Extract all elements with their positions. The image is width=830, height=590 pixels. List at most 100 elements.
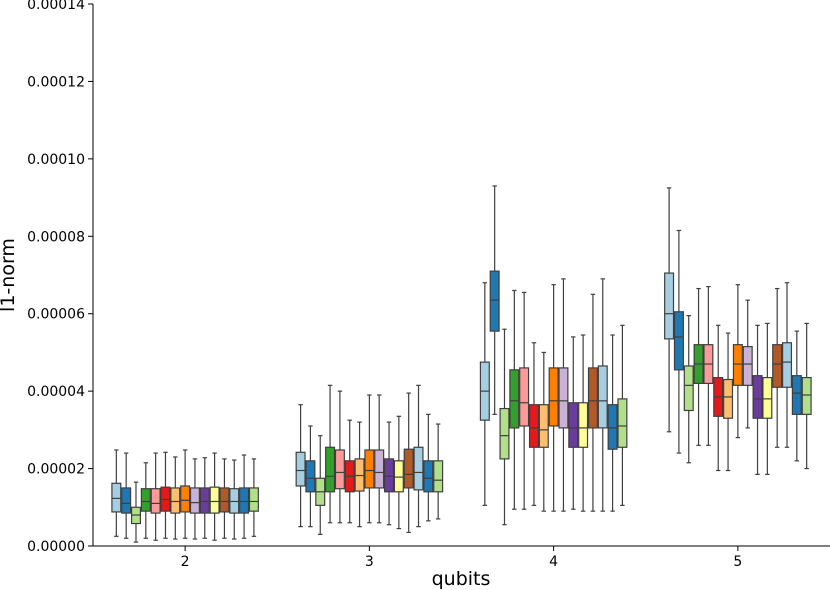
- iqr-box: [791, 375, 802, 415]
- box-3-12: [403, 392, 414, 534]
- x-tick-label: 5: [733, 554, 742, 570]
- iqr-box: [364, 449, 375, 489]
- box-5-11: [762, 322, 773, 475]
- y-tick-label: 0.00014: [27, 0, 85, 13]
- iqr-box: [781, 342, 793, 388]
- box-3-7: [354, 421, 365, 528]
- box-4-8: [548, 284, 559, 512]
- iqr-box: [121, 487, 132, 514]
- iqr-box: [762, 376, 773, 419]
- box-4-3: [499, 328, 510, 526]
- box-3-15: [433, 423, 444, 520]
- iqr-box: [413, 446, 424, 491]
- iqr-box: [683, 365, 694, 412]
- box-2-11: [209, 452, 220, 541]
- iqr-box: [528, 404, 539, 448]
- box-3-13: [413, 384, 424, 528]
- box-4-12: [587, 293, 598, 512]
- iqr-box: [209, 486, 220, 514]
- y-axis-label: l1-norm: [0, 238, 19, 312]
- x-axis-label: qubits: [432, 568, 491, 590]
- box-4-13: [597, 278, 608, 512]
- y-tick-label: 0.00012: [27, 74, 85, 90]
- box-4-6: [528, 342, 539, 506]
- box-3-10: [384, 421, 395, 526]
- box-5-6: [713, 324, 724, 472]
- iqr-box: [772, 344, 783, 388]
- box-2-13: [229, 459, 240, 540]
- box-5-4: [693, 287, 704, 446]
- iqr-box: [519, 367, 530, 427]
- box-5-8: [732, 284, 743, 439]
- box-group-5: [664, 187, 812, 475]
- box-2-15: [248, 458, 259, 537]
- iqr-box: [170, 487, 181, 514]
- box-4-10: [568, 336, 579, 510]
- iqr-box: [374, 449, 385, 489]
- box-2-2: [121, 452, 132, 539]
- iqr-box: [384, 458, 395, 493]
- box-2-4: [140, 462, 151, 539]
- box-5-10: [752, 324, 763, 475]
- box-5-13: [781, 282, 793, 448]
- box-4-2: [489, 185, 500, 415]
- y-tick-label: 0.00006: [27, 307, 85, 323]
- box-3-2: [305, 425, 316, 528]
- box-3-6: [344, 419, 355, 524]
- box-3-4: [325, 384, 336, 524]
- iqr-box: [489, 270, 500, 332]
- iqr-box: [558, 367, 569, 429]
- iqr-box: [295, 451, 306, 487]
- iqr-box: [801, 376, 812, 415]
- iqr-box: [111, 482, 122, 513]
- box-2-3: [130, 481, 142, 543]
- iqr-box: [548, 367, 559, 427]
- iqr-box: [150, 488, 161, 514]
- box-2-10: [199, 457, 210, 539]
- box-4-1: [479, 282, 490, 506]
- y-tick-label: 0.00004: [27, 384, 85, 400]
- box-5-14: [791, 330, 802, 462]
- box-4-5: [519, 291, 530, 510]
- box-2-9: [189, 458, 200, 540]
- iqr-box: [538, 404, 549, 448]
- x-ticks: 2 3 4 5: [181, 546, 742, 570]
- box-2-12: [219, 458, 230, 539]
- iqr-box: [607, 404, 618, 450]
- iqr-box: [219, 487, 230, 513]
- iqr-box: [664, 272, 675, 340]
- box-3-3: [315, 435, 326, 535]
- box-3-9: [374, 394, 385, 524]
- box-5-3: [683, 315, 694, 464]
- box-2-5: [150, 452, 161, 541]
- boxes-layer: [111, 185, 812, 543]
- box-5-5: [703, 286, 714, 446]
- iqr-box: [423, 460, 434, 493]
- y-ticks: 0.00000 0.00002 0.00004 0.00006 0.00008 0.000…: [27, 0, 93, 555]
- iqr-box: [199, 487, 210, 514]
- box-group-3: [295, 384, 444, 535]
- iqr-box: [140, 488, 151, 512]
- box-4-4: [509, 289, 520, 510]
- axes-layer: [92, 4, 830, 547]
- box-3-14: [423, 413, 434, 522]
- iqr-box: [393, 460, 404, 493]
- iqr-box: [403, 448, 414, 489]
- y-tick-label: 0.00000: [27, 539, 85, 555]
- y-tick-label: 0.00008: [27, 229, 85, 245]
- iqr-box: [732, 344, 743, 386]
- iqr-box: [617, 398, 628, 448]
- iqr-box: [239, 487, 250, 514]
- box-4-9: [558, 278, 569, 512]
- iqr-box: [723, 378, 734, 419]
- x-tick-label: 3: [365, 554, 374, 570]
- box-2-7: [170, 456, 181, 540]
- iqr-box: [568, 402, 579, 448]
- iqr-box: [305, 460, 316, 493]
- box-4-7: [538, 351, 549, 512]
- box-4-15: [617, 324, 628, 506]
- box-group-4: [479, 185, 628, 526]
- iqr-box: [248, 487, 259, 512]
- iqr-box: [499, 407, 510, 460]
